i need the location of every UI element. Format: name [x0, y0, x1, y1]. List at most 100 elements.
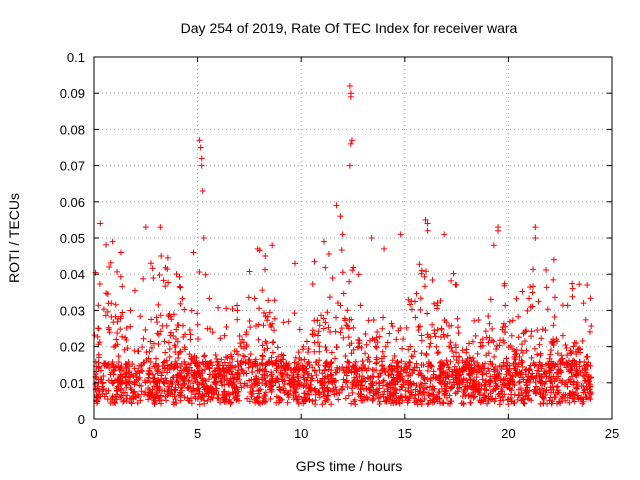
scatter-point [559, 394, 566, 401]
scatter-point [559, 302, 566, 309]
scatter-point [288, 366, 295, 373]
scatter-point [408, 306, 415, 313]
scatter-point [326, 378, 333, 385]
scatter-point [488, 396, 495, 403]
scatter-point [150, 275, 157, 282]
scatter-point [129, 361, 136, 368]
scatter-point [313, 359, 320, 365]
scatter-point [200, 353, 207, 360]
scatter-point [382, 397, 389, 404]
scatter-point [374, 339, 381, 346]
scatter-point [267, 396, 274, 403]
scatter-point [147, 260, 154, 267]
scatter-point [530, 266, 537, 273]
scatter-point [560, 391, 567, 398]
scatter-point [557, 361, 564, 368]
scatter-point [284, 391, 291, 398]
scatter-point [386, 330, 393, 337]
scatter-point [424, 401, 431, 408]
scatter-point [382, 343, 389, 350]
scatter-point [413, 290, 420, 297]
scatter-point [407, 301, 414, 308]
scatter-point [162, 264, 169, 271]
scatter-point [100, 360, 107, 367]
scatter-point [459, 393, 466, 400]
scatter-point [316, 367, 323, 374]
scatter-point [489, 325, 496, 332]
scatter-point [429, 321, 436, 328]
scatter-point [328, 349, 335, 356]
scatter-point [150, 375, 157, 382]
scatter-point [240, 352, 247, 359]
scatter-point [254, 362, 261, 369]
scatter-point [127, 323, 134, 330]
scatter-point [160, 379, 167, 386]
scatter-point [305, 346, 312, 353]
scatter-point [365, 317, 372, 324]
scatter-point [114, 268, 121, 275]
scatter-point [550, 360, 557, 367]
scatter-point-peak [197, 144, 204, 151]
scatter-point [263, 340, 270, 347]
scatter-point [515, 361, 522, 368]
scatter-point [441, 369, 448, 376]
scatter-point [229, 371, 236, 378]
scatter-point [140, 359, 147, 366]
scatter-point [358, 344, 365, 351]
scatter-point [332, 355, 339, 362]
scatter-point [102, 312, 109, 319]
scatter-point [346, 316, 353, 323]
scatter-point [188, 388, 195, 395]
scatter-point [570, 378, 577, 385]
scatter-point [508, 332, 515, 339]
scatter-point [548, 378, 555, 385]
scatter-point [581, 386, 588, 393]
scatter-point [139, 368, 146, 375]
scatter-point [418, 332, 425, 339]
scatter-point [520, 330, 527, 337]
scatter-point [286, 380, 293, 387]
scatter-point [424, 376, 431, 383]
scatter-point [234, 307, 241, 314]
scatter-point [396, 400, 403, 407]
scatter-point [187, 383, 194, 390]
scatter-point [423, 352, 430, 359]
scatter-point [288, 372, 295, 379]
scatter-point-peak [569, 285, 576, 292]
scatter-point [117, 386, 124, 393]
scatter-point [483, 334, 490, 341]
scatter-point [542, 378, 549, 385]
scatter-point [106, 263, 113, 270]
scatter-point [519, 288, 526, 295]
scatter-point [345, 334, 352, 341]
scatter-point [340, 334, 347, 341]
scatter-point [271, 327, 278, 334]
scatter-point [416, 261, 423, 268]
scatter-point [303, 380, 310, 387]
scatter-point [179, 295, 186, 302]
scatter-point [580, 389, 587, 396]
scatter-point [309, 281, 316, 288]
scatter-point [539, 385, 546, 392]
scatter-point [120, 397, 127, 404]
data-points [91, 82, 595, 408]
scatter-point [523, 327, 530, 334]
scatter-point [232, 364, 239, 371]
scatter-point-peak [196, 137, 203, 144]
x-tick-label: 25 [605, 426, 619, 441]
scatter-point [285, 318, 292, 325]
scatter-point [255, 321, 262, 328]
scatter-point [206, 360, 213, 367]
scatter-point [325, 324, 332, 331]
scatter-point [568, 369, 575, 376]
scatter-point [136, 374, 143, 381]
scatter-point [452, 390, 459, 397]
scatter-point [425, 400, 432, 407]
scatter-point [123, 361, 130, 368]
scatter-point [176, 273, 183, 280]
scatter-point [501, 282, 508, 289]
scatter-point [512, 356, 519, 363]
scatter-point [229, 389, 236, 396]
scatter-point [548, 347, 555, 354]
scatter-point [389, 357, 396, 364]
